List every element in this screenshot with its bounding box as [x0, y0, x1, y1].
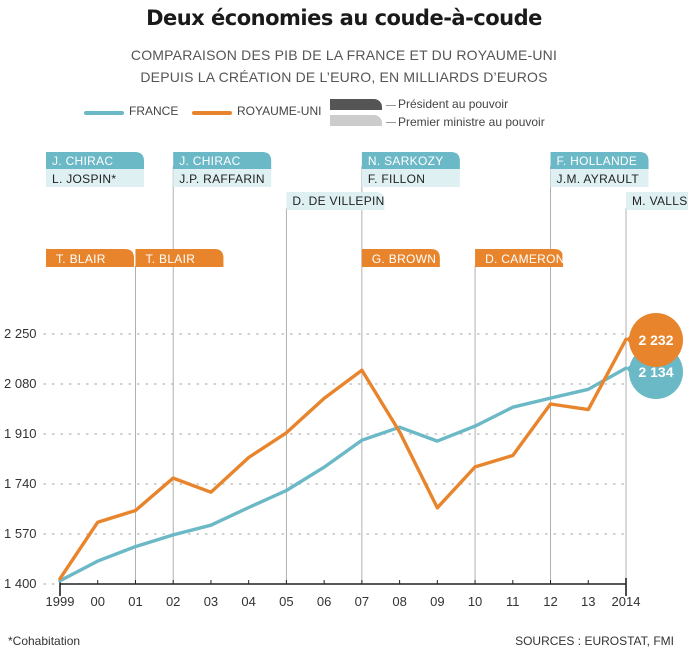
y-tick-label: 1 400 [4, 576, 37, 591]
pm-label-box [286, 192, 385, 210]
x-tick-label: 12 [543, 594, 557, 609]
president-label: J. CHIRAC [179, 154, 240, 168]
x-tick-label: 03 [204, 594, 218, 609]
series-france-line [58, 366, 628, 583]
y-tick-label: 1 570 [4, 526, 37, 541]
x-tick-label: 08 [392, 594, 406, 609]
pm-label: F. FILLON [368, 172, 425, 186]
x-tick-label: 05 [279, 594, 293, 609]
legend-president-tick [386, 105, 396, 106]
x-tick-label: 02 [166, 594, 180, 609]
x-tick-label: 09 [430, 594, 444, 609]
president-label-box [550, 152, 649, 169]
x-tick-label: 13 [581, 594, 595, 609]
chart-title: Deux économies au coude-à-coude [146, 6, 542, 30]
legend-pm-tick [386, 122, 396, 123]
series-uk-line [58, 337, 628, 581]
president-label-box [46, 152, 144, 169]
uk-leader-label-box [46, 249, 134, 267]
legend-france-line [84, 111, 124, 115]
legend-pm-swatch [330, 115, 382, 126]
pm-label-box [46, 169, 144, 187]
uk-leader-label-box [361, 249, 440, 267]
uk-leader-label: T. BLAIR [145, 252, 195, 266]
pm-label: L. JOSPIN* [52, 172, 116, 186]
leader-labels: J. CHIRAC L. JOSPIN* J. CHIRAC J.P. RAFFARI… [46, 152, 688, 267]
legend-uk-line [192, 111, 232, 115]
uk-end-value-circle [629, 313, 683, 367]
uk-end-value-label: 2 232 [638, 332, 673, 348]
y-tick-label: 1 910 [4, 426, 37, 441]
uk-leader-label: D. CAMERON [485, 252, 565, 266]
pm-label-box [550, 169, 649, 187]
president-label: F. HOLLANDE [557, 154, 638, 168]
pm-label-box [361, 169, 460, 187]
legend-uk-label: ROYAUME-UNI [237, 104, 322, 118]
footnote: *Cohabitation [8, 634, 81, 648]
sources: SOURCES : EUROSTAT, FMI [515, 634, 674, 648]
pm-label: J.P. RAFFARIN [179, 172, 265, 186]
uk-leader-label-box [135, 249, 224, 267]
pm-label: M. VALLS [632, 194, 688, 208]
x-tick-label: 04 [241, 594, 255, 609]
pm-label: J.M. AYRAULT [557, 172, 640, 186]
legend-france-label: FRANCE [129, 104, 179, 118]
y-tick-label: 2 080 [4, 376, 37, 391]
chart-subtitle-line-2: DEPUIS LA CRÉATION DE L’EURO, EN MILLIAR… [140, 69, 548, 85]
x-tick-label: 10 [468, 594, 482, 609]
x-tick-label: 2014 [612, 594, 641, 609]
gdp-line-chart: 1 400 1 570 1 740 1 910 2 080 2 250 1999 00 01 02… [4, 152, 688, 609]
uk-leader-label-box [475, 249, 564, 267]
pm-label: D. DE VILLEPIN [292, 194, 384, 208]
legend-president-label: Président au pouvoir [398, 97, 509, 111]
pm-label-box [626, 192, 688, 210]
grid-and-axes: 1 400 1 570 1 740 1 910 2 080 2 250 1999 00 01 02… [4, 166, 640, 609]
france-end-value-label: 2 134 [638, 364, 673, 380]
x-tick-label: 00 [90, 594, 104, 609]
x-tick-label: 11 [506, 594, 520, 609]
y-tick-label: 2 250 [4, 326, 37, 341]
uk-leader-label: G. BROWN [372, 252, 436, 266]
x-tick-label: 01 [128, 594, 142, 609]
x-tick-label: 1999 [46, 594, 75, 609]
uk-leader-label: T. BLAIR [56, 252, 106, 266]
y-tick-label: 1 740 [4, 476, 37, 491]
x-tick-label: 06 [317, 594, 331, 609]
pm-label-box [173, 169, 272, 187]
chart-subtitle-line-1: COMPARAISON DES PIB DE LA FRANCE ET DU R… [130, 47, 558, 63]
x-tick-label: 07 [355, 594, 369, 609]
president-label: N. SARKOZY [368, 154, 444, 168]
legend-president-swatch [330, 99, 382, 110]
president-label: J. CHIRAC [52, 154, 113, 168]
series-lines [58, 337, 628, 583]
president-label-box [361, 152, 460, 169]
end-labels: 2 134 2 232 [626, 313, 683, 399]
president-label-box [173, 152, 272, 169]
legend-pm-label: Premier ministre au pouvoir [398, 115, 545, 129]
